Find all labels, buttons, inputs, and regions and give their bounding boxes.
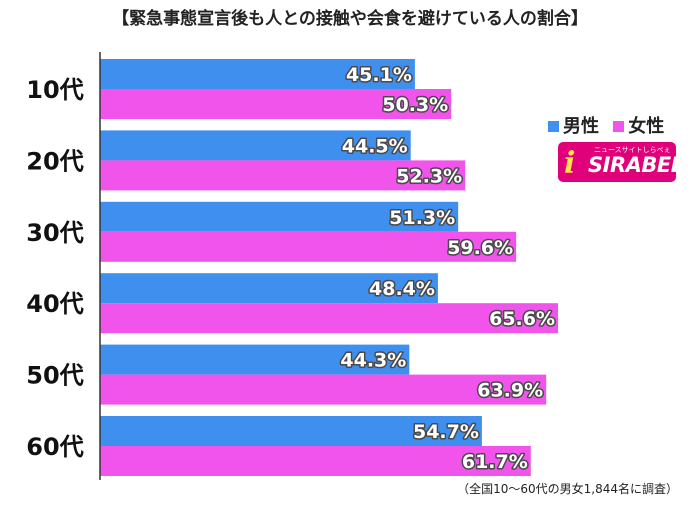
data-label-female: 52.3% xyxy=(396,165,462,187)
legend-swatch-female xyxy=(613,121,625,132)
category-label: 20代 xyxy=(26,147,83,175)
bar-male xyxy=(100,273,438,304)
bar-male xyxy=(100,344,410,375)
data-label-female: 63.9% xyxy=(477,380,543,402)
survey-footnote: （全国10～60代の男女1,844名に調査） xyxy=(457,482,678,496)
legend: 男性 女性 xyxy=(548,112,672,138)
bar-female xyxy=(100,303,559,334)
legend-label-male: 男性 xyxy=(563,116,599,137)
bar-female xyxy=(100,374,547,405)
data-label-female: 59.6% xyxy=(447,237,513,259)
data-label-female: 65.6% xyxy=(489,308,555,330)
legend-item-male: 男性 xyxy=(548,116,599,137)
bar-female xyxy=(100,231,517,262)
category-label: 50代 xyxy=(26,362,83,390)
data-label-male: 51.3% xyxy=(389,207,455,229)
bar-female xyxy=(100,446,531,476)
legend-swatch-male xyxy=(548,121,559,132)
sirabee-logo: i ニュースサイトしらべぇ SIRABEE xyxy=(558,142,685,182)
bar-male xyxy=(100,416,482,446)
legend-label-female: 女性 xyxy=(628,116,665,137)
data-label-male: 44.3% xyxy=(340,350,406,372)
category-label: 30代 xyxy=(26,219,83,247)
data-label-male: 45.1% xyxy=(346,64,412,86)
data-label-male: 44.5% xyxy=(342,135,408,157)
category-label: 10代 xyxy=(26,76,83,104)
legend-item-female: 女性 xyxy=(613,116,664,137)
logo-brand: SIRABEE xyxy=(588,153,685,177)
i-icon: i xyxy=(564,146,576,181)
data-label-male: 48.4% xyxy=(369,278,435,300)
bar-male xyxy=(100,59,415,89)
data-label-male: 54.7% xyxy=(413,421,479,443)
bar-male xyxy=(100,130,411,161)
bar-female xyxy=(100,89,452,119)
data-label-female: 61.7% xyxy=(462,451,528,473)
data-label-female: 50.3% xyxy=(382,94,448,116)
logo-tagline: ニュースサイトしらべぇ xyxy=(594,146,671,154)
category-label: 60代 xyxy=(26,433,83,461)
chart-title: 【緊急事態宣言後も人との接触や会食を避けている人の割合】 xyxy=(112,9,588,29)
bar-female xyxy=(100,160,466,191)
category-label: 40代 xyxy=(26,290,83,318)
bar-male xyxy=(100,201,459,232)
